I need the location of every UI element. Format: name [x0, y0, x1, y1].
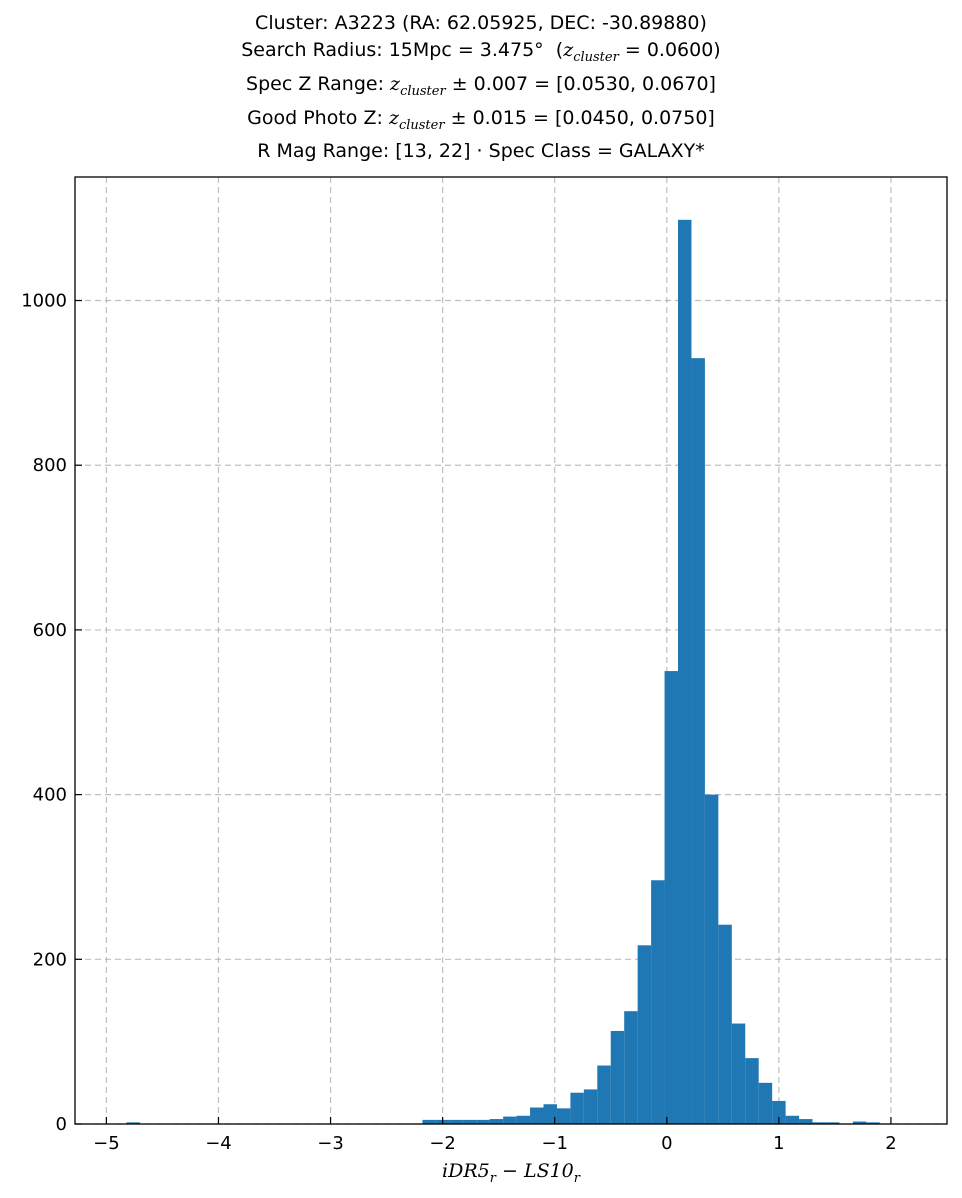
histogram-bar — [812, 1122, 826, 1124]
histogram-bar — [678, 219, 692, 1125]
histogram-bar — [543, 1104, 557, 1124]
y-tick-label: 200 — [33, 949, 67, 970]
histogram-bar — [489, 1119, 504, 1124]
histogram-bar — [825, 1122, 840, 1124]
x-tick-label: 2 — [885, 1133, 896, 1154]
histogram-bar — [462, 1119, 477, 1124]
y-tick-label: 0 — [56, 1114, 67, 1135]
histogram-bar — [449, 1119, 463, 1124]
y-tick-label: 600 — [33, 620, 67, 641]
y-tick-label: 1000 — [21, 291, 67, 312]
histogram-bar — [651, 880, 665, 1124]
histogram-bar — [583, 1089, 598, 1124]
title-line-3: Spec Z Range: zcluster ± 0.007 = [0.0530… — [246, 72, 716, 99]
title-line-1: Cluster: A3223 (RA: 62.05925, DEC: -30.8… — [255, 12, 707, 34]
histogram-bar — [422, 1119, 436, 1124]
histogram-bar — [516, 1115, 531, 1124]
plot-frame — [74, 176, 948, 1125]
x-tick-label: −3 — [317, 1133, 344, 1154]
histogram-bar — [704, 794, 719, 1124]
x-tick-label: 1 — [773, 1133, 784, 1154]
chart-title: Cluster: A3223 (RA: 62.05925, DEC: -30.8… — [0, 10, 962, 165]
histogram-bar — [637, 945, 652, 1124]
title-line-2: Search Radius: 15Mpc = 3.475° (zcluster … — [241, 39, 721, 65]
histogram-bars — [126, 219, 880, 1125]
x-tick-label: −4 — [205, 1133, 232, 1154]
histogram-bar — [126, 1122, 141, 1124]
x-tick-label: −1 — [541, 1133, 568, 1154]
x-axis-label: iDR5r − LS10r — [442, 1160, 581, 1186]
histogram-bar — [556, 1108, 571, 1124]
y-tick-label: 400 — [33, 785, 67, 806]
histogram-bar — [772, 1100, 786, 1124]
histogram-bar — [597, 1065, 611, 1124]
histogram-bar — [503, 1116, 517, 1124]
histogram-bar — [745, 1058, 759, 1124]
x-tick-label: 0 — [661, 1133, 672, 1154]
histogram-bar — [731, 1023, 746, 1124]
title-line-5: R Mag Range: [13, 22] · Spec Class = GAL… — [257, 140, 705, 163]
histogram-bar — [852, 1121, 867, 1124]
histogram-bar — [530, 1107, 544, 1124]
histogram-bar — [691, 358, 705, 1124]
histogram-bar — [570, 1092, 584, 1124]
histogram-bar — [476, 1119, 490, 1124]
y-tick-label: 800 — [33, 455, 67, 476]
x-tick-labels: −5 −4 −3 −2 −1 0 1 2 — [93, 1133, 897, 1154]
histogram-bar — [610, 1030, 625, 1124]
histogram-bar — [624, 1011, 638, 1124]
grid-lines — [75, 177, 947, 1125]
y-tick-labels: 0 200 400 600 800 1000 — [21, 291, 67, 1135]
histogram-bar — [758, 1082, 773, 1124]
histogram-bar — [664, 671, 679, 1124]
x-tick-label: −2 — [429, 1133, 456, 1154]
histogram-bar — [866, 1122, 880, 1124]
title-line-4: Good Photo Z: zcluster ± 0.015 = [0.0450… — [247, 106, 715, 133]
histogram-bar — [718, 924, 732, 1124]
x-tick-label: −5 — [93, 1133, 120, 1154]
histogram-bar — [785, 1115, 800, 1124]
histogram-bar — [799, 1119, 813, 1124]
axis-ticks — [75, 299, 892, 1125]
